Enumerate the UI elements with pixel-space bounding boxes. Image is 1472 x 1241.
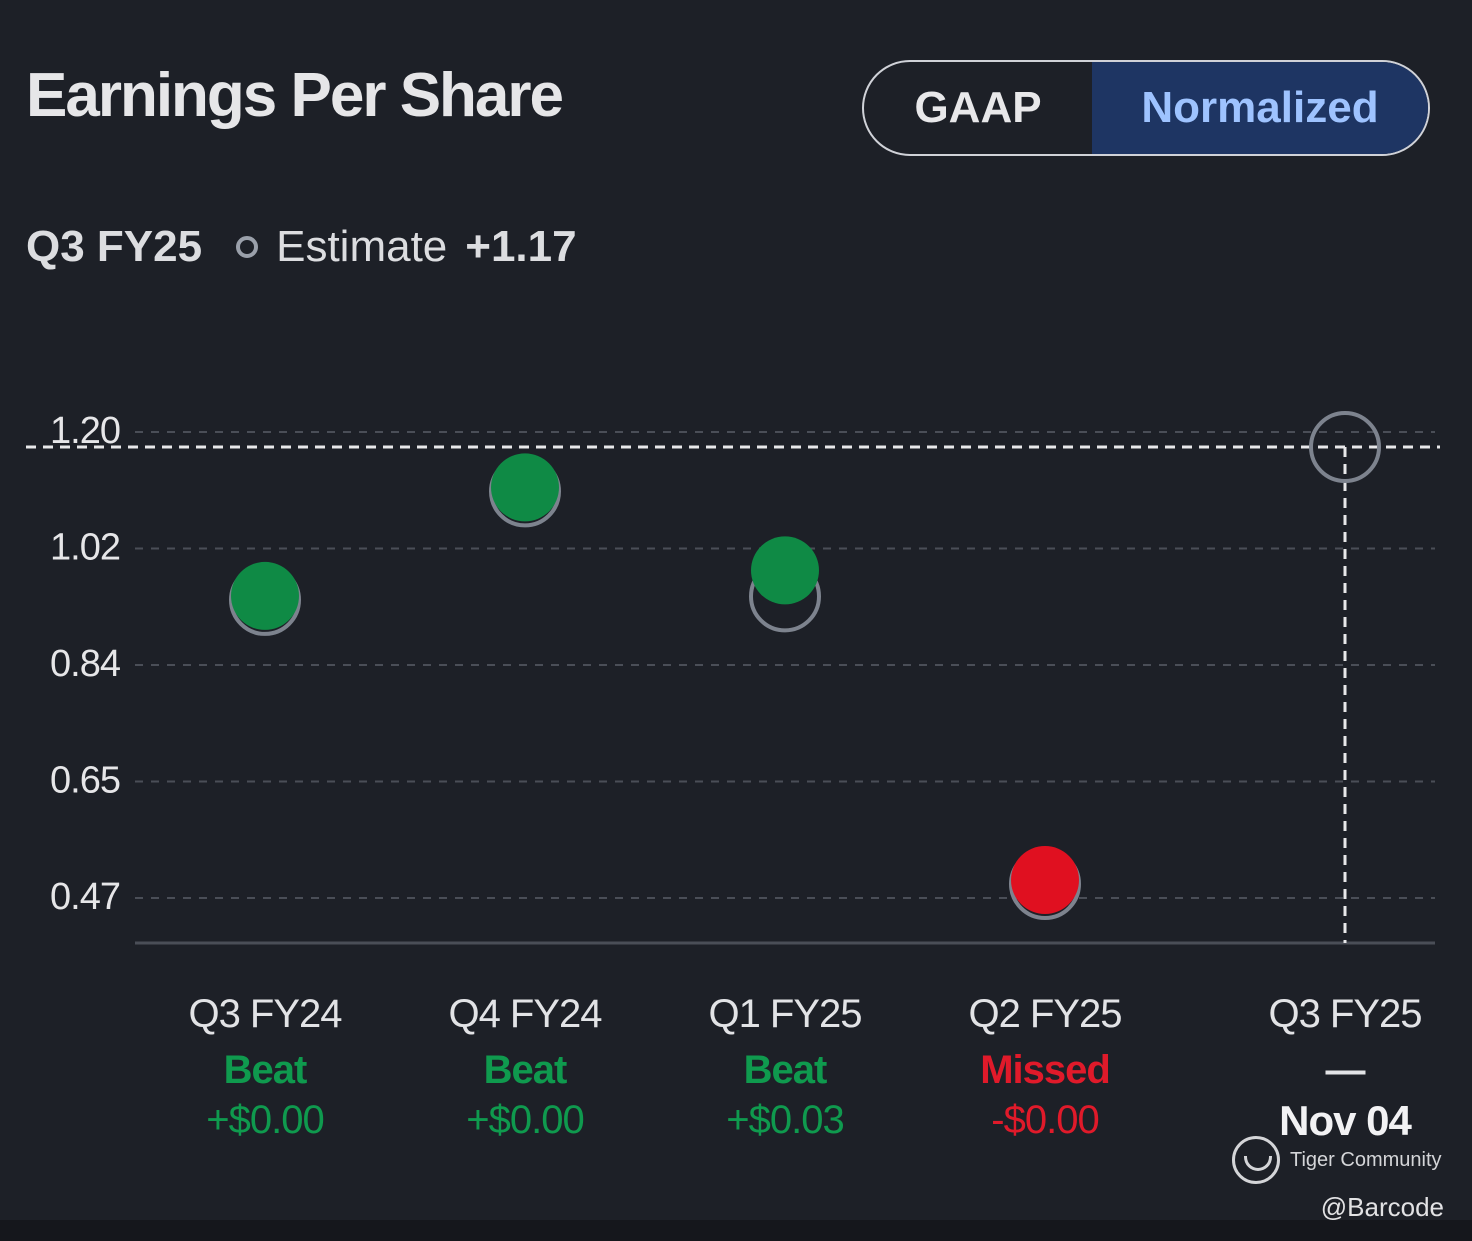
x-category-period: Q4 FY24 — [448, 992, 602, 1036]
x-category: Q3 FY25 — Nov 04 — [1225, 994, 1465, 1142]
y-tick-label: 0.47 — [50, 876, 120, 918]
eps-chart: 1.20 1.02 0.84 0.65 0.47 — [26, 410, 1440, 945]
actual-marker — [231, 561, 299, 630]
x-category-status: Beat — [223, 1048, 308, 1092]
x-category-status: Missed — [980, 1048, 1111, 1092]
x-category-period: Q2 FY25 — [968, 992, 1122, 1036]
tiger-logo-icon — [1232, 1136, 1280, 1184]
y-tick-label: 0.84 — [50, 643, 121, 685]
estimate-marker — [1309, 411, 1381, 483]
page-title: Earnings Per Share — [26, 61, 564, 130]
x-category-period: Q1 FY25 — [708, 992, 862, 1036]
actual-marker — [751, 536, 819, 605]
estimate-value: +1.17 — [465, 222, 577, 271]
estimate-circle-icon — [236, 236, 259, 258]
x-category-diff: -$0.00 — [991, 1098, 1099, 1142]
x-category: Q1 FY25 Beat +$0.03 — [665, 994, 905, 1140]
y-tick-label: 0.65 — [50, 760, 120, 802]
author-handle: @Barcode — [1320, 1192, 1444, 1222]
toggle-gaap-button[interactable]: GAAP — [914, 83, 1042, 132]
x-category-status: Beat — [743, 1048, 828, 1092]
actual-marker — [491, 453, 559, 522]
y-tick-label: 1.02 — [50, 527, 120, 569]
x-category-period: Q3 FY25 — [1268, 992, 1422, 1036]
x-category-period: Q3 FY24 — [188, 992, 342, 1036]
x-category-date: Nov 04 — [1279, 1097, 1412, 1144]
eps-type-toggle[interactable]: GAAP Normalized — [862, 60, 1430, 156]
watermark-brand: Tiger Community — [1290, 1148, 1442, 1171]
watermark: Tiger Community — [1232, 1136, 1442, 1184]
x-category-diff: +$0.00 — [206, 1098, 324, 1142]
estimate-period: Q3 FY25 — [26, 222, 203, 271]
estimate-summary: Q3 FY25 Estimate +1.17 — [26, 222, 577, 272]
x-category-status: — — [1325, 1048, 1366, 1092]
x-category: Q4 FY24 Beat +$0.00 — [405, 994, 645, 1140]
estimate-label: Estimate — [276, 222, 448, 271]
actual-marker — [1011, 846, 1079, 914]
toggle-normalized-button[interactable]: Normalized — [1092, 62, 1428, 154]
x-category-diff: +$0.03 — [726, 1098, 844, 1142]
x-category: Q3 FY24 Beat +$0.00 — [145, 994, 385, 1140]
bottom-bar — [0, 1220, 1472, 1241]
x-category: Q2 FY25 Missed -$0.00 — [925, 994, 1165, 1140]
y-tick-label: 1.20 — [50, 410, 120, 452]
x-category-status: Beat — [483, 1048, 568, 1092]
x-category-diff: +$0.00 — [466, 1098, 584, 1142]
